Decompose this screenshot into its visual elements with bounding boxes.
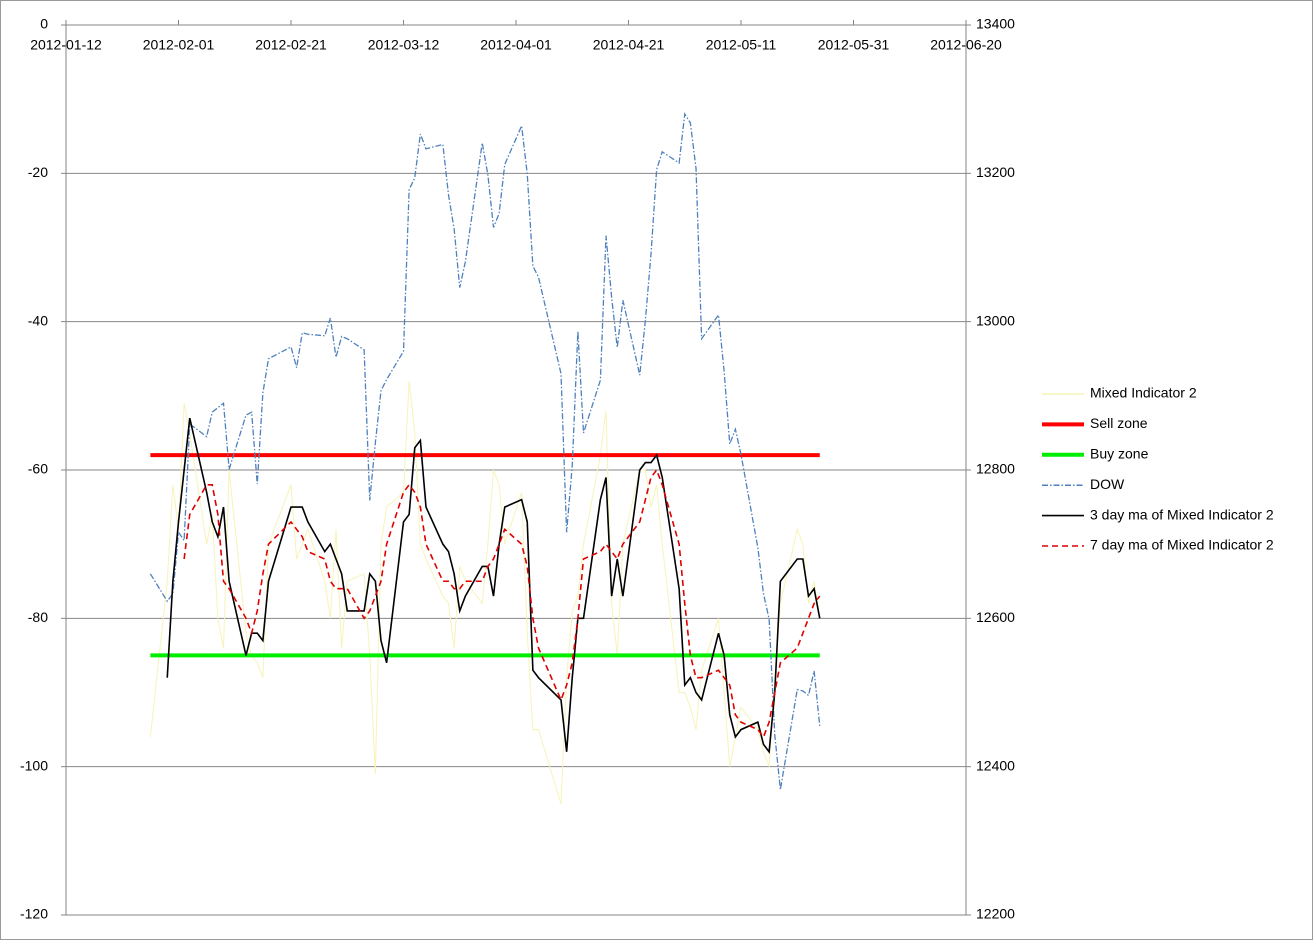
series-line <box>183 468 821 739</box>
series-line <box>149 380 821 804</box>
x-tick-label: 2012-04-01 <box>480 37 552 53</box>
y-tick-label: -120 <box>20 906 48 922</box>
legend-label: 7 day ma of Mixed Indicator 2 <box>1090 537 1274 553</box>
legend-label: Sell zone <box>1090 415 1148 431</box>
y-tick-label: 0 <box>40 16 48 32</box>
y-tick-label: -40 <box>28 312 48 328</box>
series-line <box>149 112 821 790</box>
legend-label: Buy zone <box>1090 446 1149 462</box>
legend-label: DOW <box>1090 476 1125 492</box>
y-tick-label: -100 <box>20 757 48 773</box>
x-tick-label: 2012-05-11 <box>706 37 777 53</box>
y-tick-label: -20 <box>28 164 48 180</box>
y-tick-label: -60 <box>28 461 48 477</box>
y2-tick-label: 12600 <box>976 609 1015 625</box>
y2-tick-label: 12800 <box>976 461 1015 477</box>
legend-label: 3 day ma of Mixed Indicator 2 <box>1090 506 1274 522</box>
y-tick-label: -80 <box>28 609 48 625</box>
series-line <box>166 417 821 754</box>
x-tick-label: 2012-04-21 <box>593 37 665 53</box>
y2-tick-label: 12200 <box>976 906 1015 922</box>
x-tick-label: 2012-03-12 <box>368 37 440 53</box>
legend-label: Mixed Indicator 2 <box>1090 385 1197 401</box>
y2-tick-label: 13200 <box>976 164 1015 180</box>
x-tick-label: 2012-02-21 <box>255 37 327 53</box>
x-tick-label: 2012-05-31 <box>818 37 890 53</box>
y2-tick-label: 13400 <box>976 16 1015 32</box>
y2-tick-label: 13000 <box>976 312 1015 328</box>
x-tick-label: 2012-02-01 <box>143 37 215 53</box>
y2-tick-label: 12400 <box>976 757 1015 773</box>
